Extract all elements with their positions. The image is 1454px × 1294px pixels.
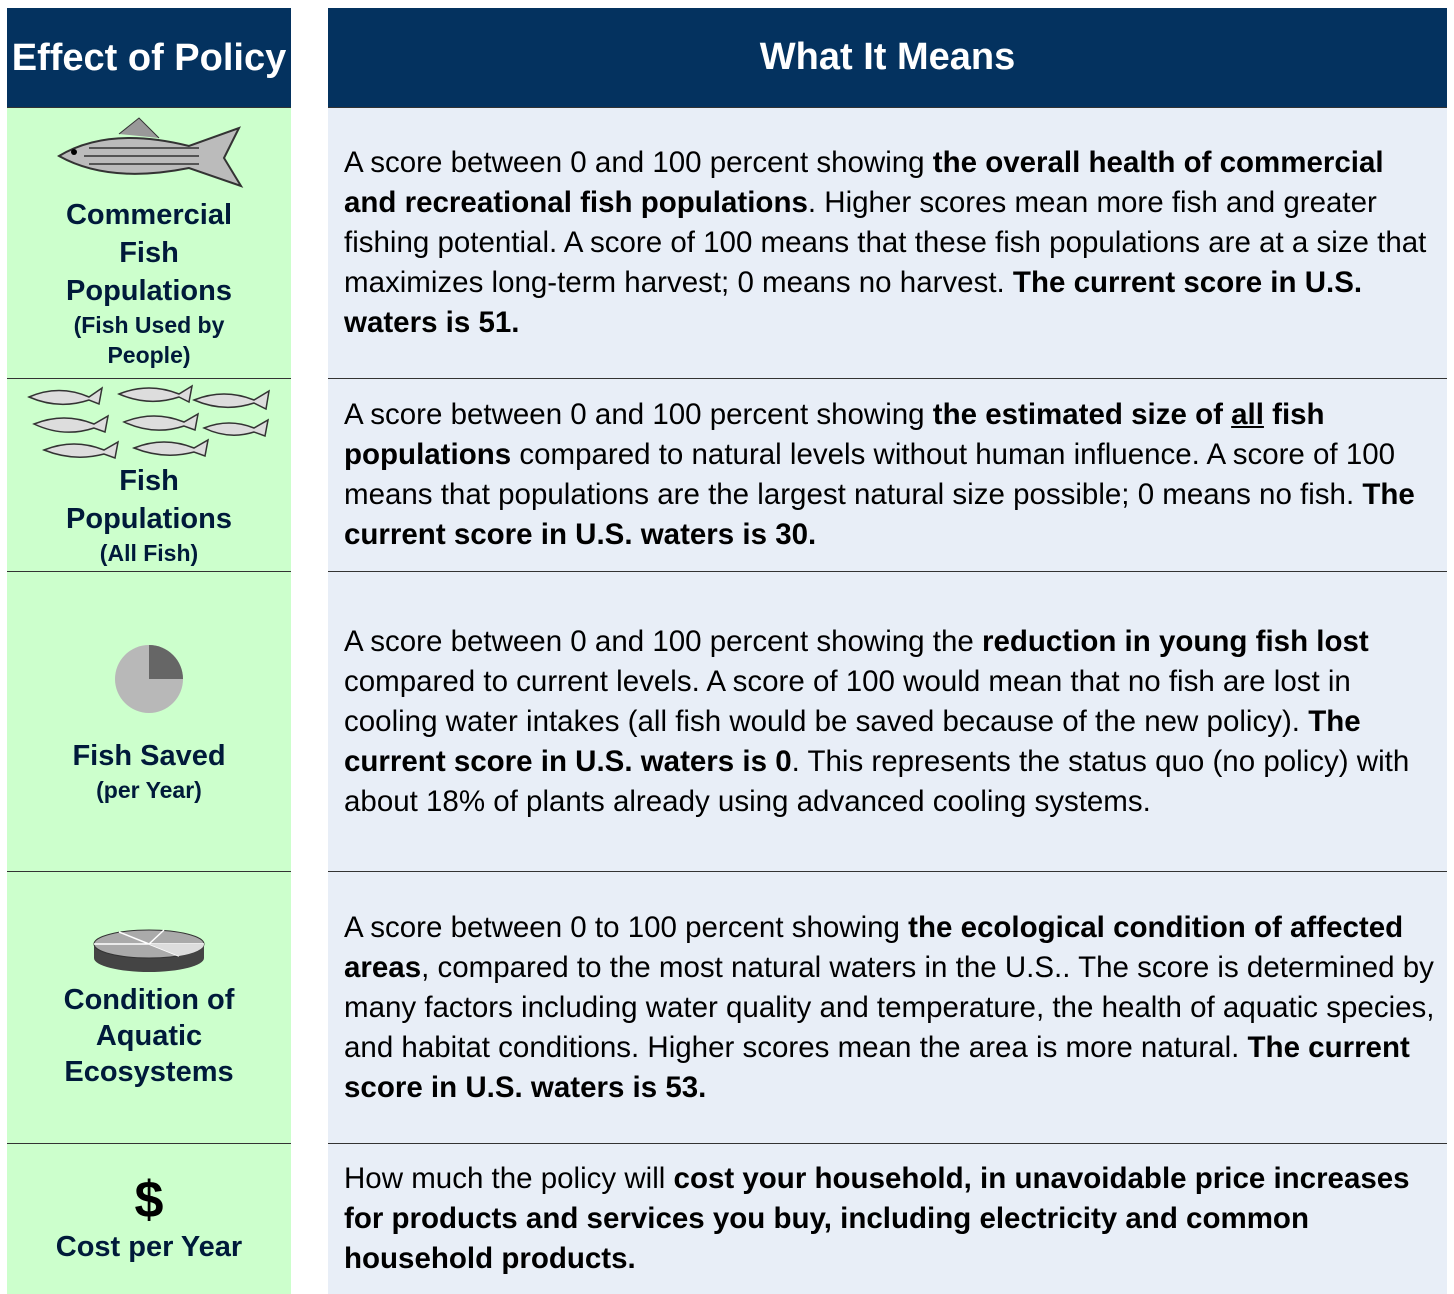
text: A score between 0 and 100 percent showin… (344, 624, 982, 658)
dollar-symbol: $ (134, 1171, 164, 1229)
row-title: Condition of Aquatic Ecosystems (63, 983, 235, 1088)
text: . Higher scores mean more fish and great… (344, 186, 1427, 299)
row-label: $ Cost per Year (7, 1143, 291, 1294)
header-meaning: What It Means (328, 8, 1447, 107)
pie-3d-icon (93, 928, 205, 972)
row-description: A score between 0 and 100 percent showin… (328, 571, 1447, 871)
header-meaning-text: What It Means (759, 36, 1016, 78)
pie-icon (115, 644, 183, 713)
row-subtitle: (per Year) (96, 776, 202, 803)
row-label: Commercial Fish Populations (Fish Used b… (7, 107, 291, 378)
row-subtitle: (Fish Used by People) (73, 312, 225, 368)
text: compared to natural levels without human… (344, 438, 1396, 511)
row-title: Fish Saved (72, 739, 226, 772)
bold-text: The current score in U.S. waters is 51. (344, 266, 1363, 339)
row-label: Fish Saved (per Year) (7, 571, 291, 871)
text: How much the policy will (344, 1162, 674, 1195)
row-title: Fish Populations (66, 465, 232, 535)
description-text: A score between 0 and 100 percent showin… (344, 143, 1437, 343)
header-effect: Effect of Policy (7, 8, 291, 107)
row-description: How much the policy will cost your house… (328, 1143, 1447, 1294)
fish-icon (57, 117, 244, 188)
text: compared to current levels. A score of 1… (344, 664, 1351, 738)
row-description: A score between 0 and 100 percent showin… (328, 107, 1447, 378)
bold-underlined-text: all (1231, 398, 1264, 431)
bold-text: reduction in young fish lost (981, 624, 1369, 658)
text: A score between 0 and 100 percent showin… (344, 146, 933, 179)
fish-school-icon (27, 384, 271, 460)
row-title: Cost per Year (55, 1231, 243, 1263)
text: , compared to the most natural waters in… (344, 950, 1435, 1064)
description-text: A score between 0 and 100 percent showin… (344, 395, 1437, 555)
description-text: A score between 0 and 100 percent showin… (344, 622, 1437, 822)
text: A score between 0 and 100 percent showin… (344, 398, 933, 431)
underlined-text: all (1231, 398, 1264, 431)
row-label: Condition of Aquatic Ecosystems (7, 871, 291, 1143)
text: . This represents the status quo (no pol… (344, 744, 1410, 818)
row-description: A score between 0 and 100 percent showin… (328, 378, 1447, 571)
bold-text: fish populations (344, 398, 1325, 471)
row-label: Fish Populations (All Fish) (7, 378, 291, 571)
bold-text: The current score in U.S. waters is 30. (344, 478, 1415, 551)
row-subtitle: (All Fish) (99, 540, 199, 566)
description-text: A score between 0 to 100 percent showing… (344, 908, 1437, 1108)
bold-text: the overall health of commercial and rec… (344, 146, 1384, 219)
bold-text: cost your household, in unavoidable pric… (344, 1162, 1410, 1275)
bold-text: the ecological condition of affected are… (344, 910, 1404, 984)
row-title: Commercial Fish Populations (65, 199, 232, 307)
description-text: How much the policy will cost your house… (344, 1159, 1437, 1279)
bold-text: the estimated size of (932, 398, 1232, 431)
bold-text: The current score in U.S. waters is 53. (344, 1030, 1410, 1104)
bold-text: The current score in U.S. waters is 0 (344, 704, 1361, 778)
text: A score between 0 to 100 percent showing (344, 910, 909, 944)
row-description: A score between 0 to 100 percent showing… (328, 871, 1447, 1143)
header-effect-text: Effect of Policy (11, 36, 287, 79)
